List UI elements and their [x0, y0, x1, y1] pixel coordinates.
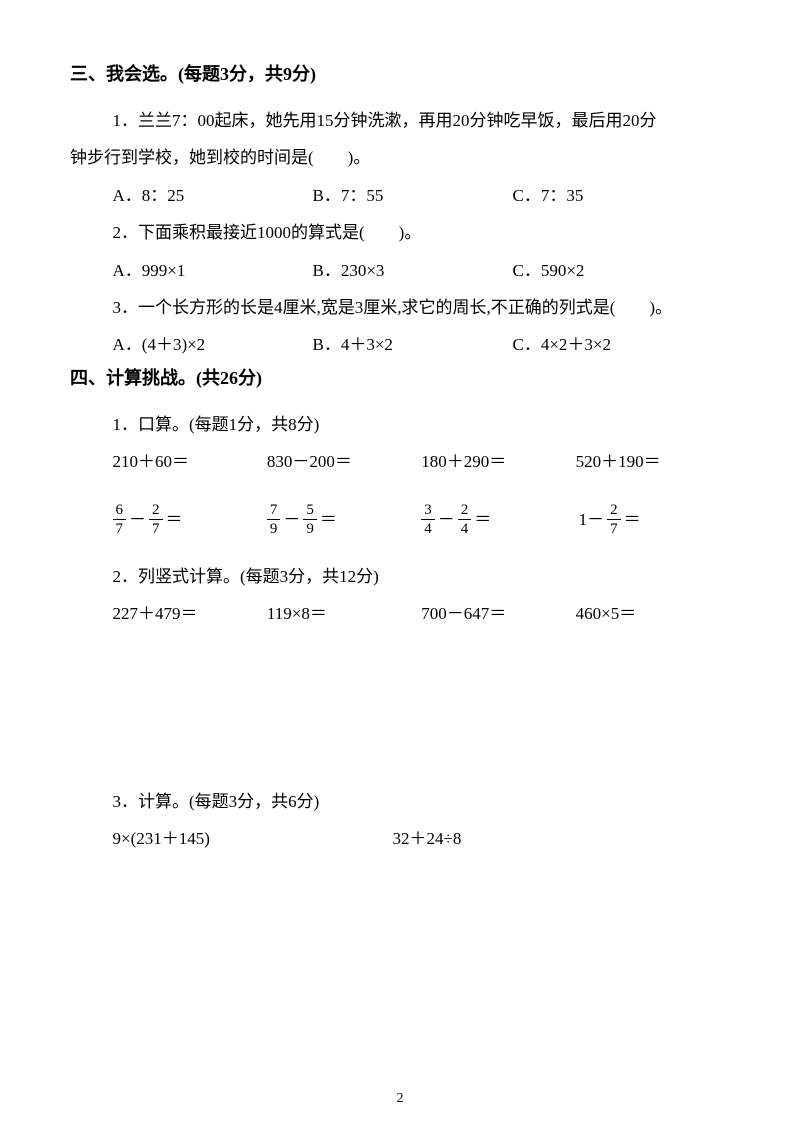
sub1-r1-c3: 180＋290＝: [421, 443, 575, 480]
section3-header: 三、我会选。(每题3分，共9分): [70, 60, 730, 86]
q3-text: 3．一个长方形的长是4厘米,宽是3厘米,求它的周长,不正确的列式是( )。: [70, 289, 730, 326]
sub2-row1: 227＋479＝ 119×8＝ 700－647＝ 460×5＝: [70, 595, 730, 632]
frac-expr-3: 34 － 24 ＝: [421, 501, 575, 538]
sub2-r1-c4: 460×5＝: [576, 595, 730, 632]
sub1-r1-c1: 210＋60＝: [113, 443, 267, 480]
sub1-title: 1．口算。(每题1分，共8分): [70, 406, 730, 443]
sub1-r1-c2: 830－200＝: [267, 443, 421, 480]
sub3-row1: 9×(231＋145) 32＋24÷8: [70, 820, 730, 857]
q3-optB: B．4＋3×2: [270, 326, 470, 363]
q1-line1: 1．兰兰7：00起床，她先用15分钟洗漱，再用20分钟吃早饭，最后用20分: [70, 102, 730, 139]
q1-options: A．8：25 B．7：55 C．7：35: [70, 177, 730, 214]
sub3-r1-c1: 9×(231＋145): [113, 820, 393, 857]
q2-text: 2．下面乘积最接近1000的算式是( )。: [70, 214, 730, 251]
q2-optC: C．590×2: [470, 252, 670, 289]
q3-optC: C．4×2＋3×2: [470, 326, 670, 363]
q1-optB: B．7：55: [270, 177, 470, 214]
q2-optA: A．999×1: [70, 252, 270, 289]
sub3-r1-c2: 32＋24÷8: [393, 820, 731, 857]
q2-optB: B．230×3: [270, 252, 470, 289]
q3-optA: A．(4＋3)×2: [70, 326, 270, 363]
sub2-r1-c1: 227＋479＝: [113, 595, 267, 632]
sub2-r1-c2: 119×8＝: [267, 595, 421, 632]
q3-options: A．(4＋3)×2 B．4＋3×2 C．4×2＋3×2: [70, 326, 730, 363]
q2-options: A．999×1 B．230×3 C．590×2: [70, 252, 730, 289]
frac-expr-1: 67 － 27 ＝: [113, 501, 267, 538]
sub2-r1-c3: 700－647＝: [421, 595, 575, 632]
q1-optA: A．8：25: [70, 177, 270, 214]
sub1-row1: 210＋60＝ 830－200＝ 180＋290＝ 520＋190＝: [70, 443, 730, 480]
q1-line2: 钟步行到学校，她到校的时间是( )。: [70, 139, 730, 176]
section4-header: 四、计算挑战。(共26分): [70, 364, 730, 390]
workspace-spacer: [70, 633, 730, 783]
page-number: 2: [397, 1091, 404, 1107]
sub2-title: 2．列竖式计算。(每题3分，共12分): [70, 558, 730, 595]
sub1-r1-c4: 520＋190＝: [576, 443, 730, 480]
sub1-row2: 67 － 27 ＝ 79 － 59 ＝ 34 － 24 ＝ 1－ 27 ＝: [70, 501, 730, 538]
frac-expr-2: 79 － 59 ＝: [267, 501, 421, 538]
frac-expr-4: 1－ 27 ＝: [576, 501, 730, 538]
q1-optC: C．7：35: [470, 177, 670, 214]
sub3-title: 3．计算。(每题3分，共6分): [70, 783, 730, 820]
